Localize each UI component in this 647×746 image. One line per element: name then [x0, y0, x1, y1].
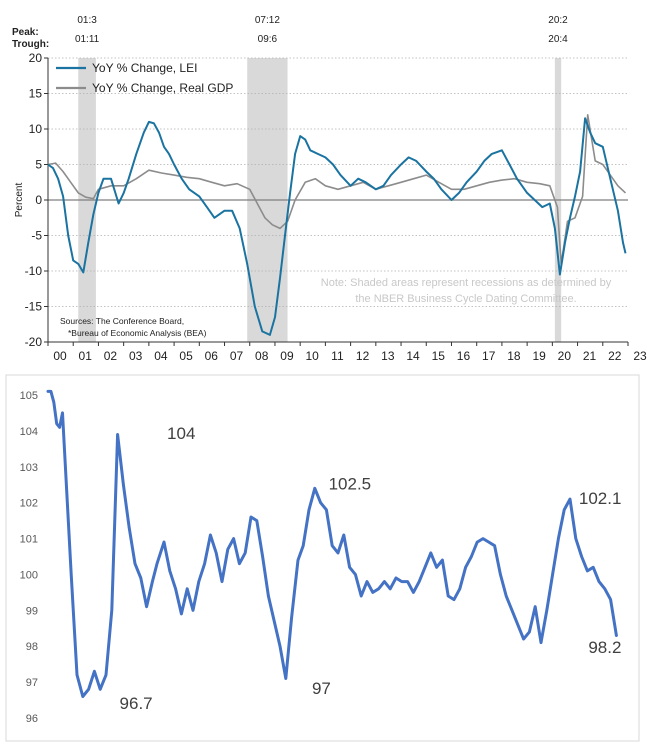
y-tick-label: 100	[20, 569, 38, 581]
y-tick-label: 99	[26, 605, 38, 617]
note-line-2: the NBER Business Cycle Dating Committee…	[355, 293, 576, 305]
lei-gdp-chart: 01:301:1107:1209:620:220:4Peak:Trough:20…	[12, 15, 647, 363]
index-series-line	[46, 389, 618, 698]
y-tick-label: 20	[29, 51, 43, 65]
x-tick-label: 02	[104, 349, 118, 363]
y-tick-label: -5	[31, 229, 42, 243]
recession-trough-label: 20:4	[548, 34, 568, 45]
y-tick-label: 10	[29, 122, 43, 136]
data-label: 96.7	[120, 694, 153, 713]
series-lines-group	[46, 389, 618, 698]
data-label: 104	[167, 424, 195, 443]
x-tick-label: 00	[53, 349, 67, 363]
y-tick-label: 5	[35, 158, 42, 172]
x-tick-label: 13	[381, 349, 395, 363]
sources-line-2: *Bureau of Economic Analysis (BEA)	[68, 328, 207, 338]
note-line-1: Note: Shaded areas represent recessions …	[321, 277, 612, 289]
legend-label: YoY % Change, Real GDP	[92, 81, 233, 95]
y-tick-label: 0	[35, 193, 42, 207]
legend-label: YoY % Change, LEI	[92, 61, 197, 75]
recession-peak-label: 07:12	[255, 15, 280, 26]
text-group: 105 104 103 102 101 100 99 98 97 96 104 96.7 102.5 97…	[20, 390, 622, 725]
x-tick-label: 11	[331, 349, 344, 363]
x-tick-label: 10	[305, 349, 319, 363]
gdp-series-line	[47, 114, 627, 265]
index-chart: 105 104 103 102 101 100 99 98 97 96 104 96.7 102.5 97…	[5, 374, 640, 742]
x-tick-label: 22	[608, 349, 622, 363]
x-tick-label: 06	[205, 349, 219, 363]
x-tick-label: 09	[280, 349, 294, 363]
y-axis-label: Percent	[14, 183, 25, 218]
x-tick-label: 14	[406, 349, 420, 363]
x-tick-label: 12	[356, 349, 370, 363]
y-tick-label: 102	[20, 498, 38, 510]
x-tick-label: 20	[558, 349, 572, 363]
x-tick-label: 21	[583, 349, 597, 363]
y-tick-label: -20	[25, 335, 43, 349]
series-lines-group	[47, 114, 627, 336]
x-tick-label: 07	[230, 349, 244, 363]
x-tick-label: 23	[633, 349, 647, 363]
y-tick-label: 105	[20, 390, 38, 402]
recession-trough-label: 01:11	[75, 34, 100, 45]
y-tick-label: 103	[20, 462, 38, 474]
frame-group	[5, 374, 640, 742]
y-tick-label: 104	[20, 426, 38, 438]
x-tick-label: 08	[255, 349, 269, 363]
peak-label: Peak:	[12, 27, 39, 38]
x-tick-label: 03	[129, 349, 143, 363]
trough-label: Trough:	[12, 39, 49, 50]
x-tick-label: 15	[432, 349, 446, 363]
recession-trough-label: 09:6	[258, 34, 278, 45]
x-tick-label: 18	[507, 349, 521, 363]
data-label: 98.2	[588, 638, 621, 657]
x-tick-label: 17	[482, 349, 496, 363]
sources-line-1: Sources: The Conference Board,	[60, 316, 184, 326]
lei-series-line	[47, 117, 627, 336]
y-tick-label: 96	[26, 713, 38, 725]
text-group: 01:301:1107:1209:620:220:4Peak:Trough:20…	[12, 15, 647, 363]
data-label: 97	[312, 679, 331, 698]
recession-peak-label: 20:2	[548, 15, 568, 26]
y-tick-label: 97	[26, 677, 38, 689]
x-tick-label: 19	[532, 349, 546, 363]
chart-frame	[5, 374, 640, 742]
data-label: 102.1	[579, 489, 622, 508]
recession-peak-label: 01:3	[77, 15, 97, 26]
y-tick-label: 98	[26, 641, 38, 653]
y-tick-label: 15	[29, 87, 43, 101]
y-tick-label: -15	[25, 300, 43, 314]
x-tick-label: 16	[457, 349, 471, 363]
y-tick-label: 101	[20, 534, 38, 546]
x-tick-label: 04	[154, 349, 168, 363]
x-tick-label: 05	[179, 349, 193, 363]
y-tick-label: -10	[25, 264, 43, 278]
data-label: 102.5	[329, 475, 372, 494]
x-tick-label: 01	[79, 349, 93, 363]
gridlines-group	[44, 57, 629, 346]
